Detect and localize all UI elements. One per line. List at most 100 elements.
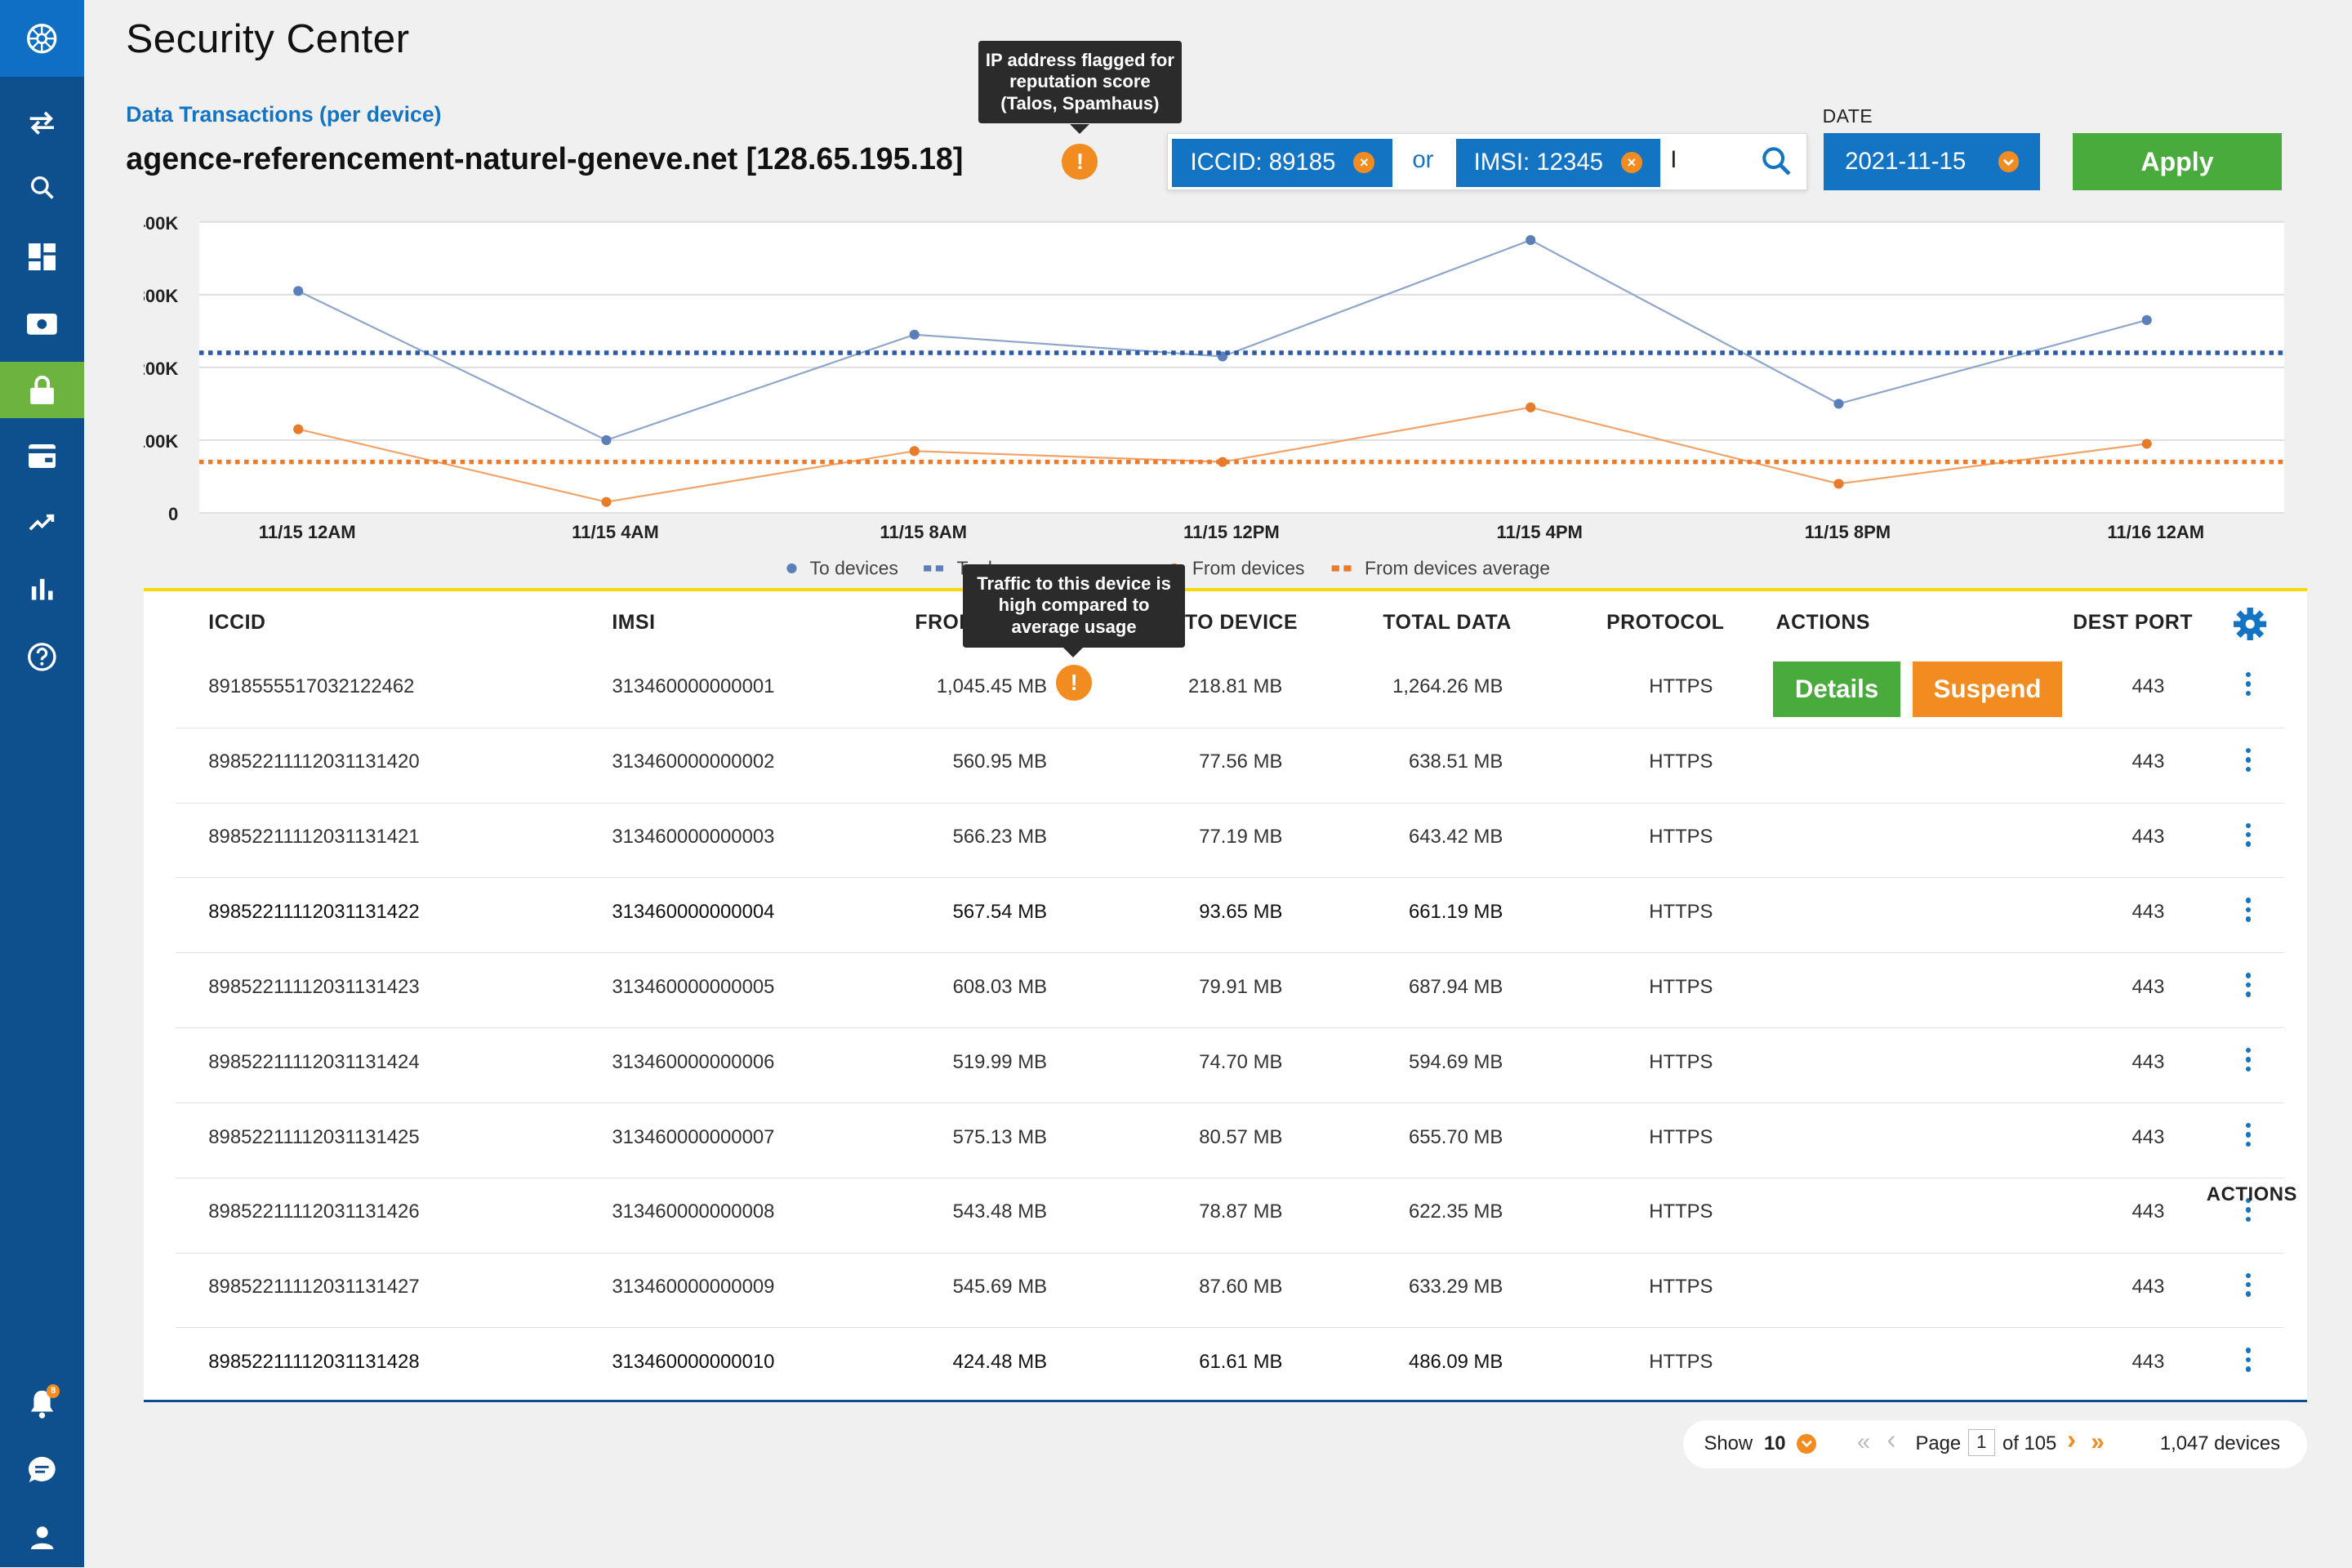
- cell-dest-port: 443: [2132, 901, 2165, 923]
- cell-dest-port: 443: [2132, 1125, 2165, 1148]
- col-to-device[interactable]: TO DEVICE: [1184, 612, 1298, 635]
- lock-icon[interactable]: [0, 361, 84, 419]
- cell-from-device: 543.48 MB: [952, 1200, 1047, 1223]
- dashboard-icon[interactable]: [0, 228, 84, 285]
- search-filter-box[interactable]: ICCID: 89185 × or IMSI: 12345 × I: [1166, 133, 1808, 191]
- cell-dest-port: 443: [2132, 675, 2165, 697]
- col-imsi[interactable]: IMSI: [612, 612, 656, 635]
- row-menu-icon[interactable]: [2245, 1272, 2252, 1297]
- traffic-chart: 400K 300K 200K 100K 0 11/15 12AM 11/15 4AM 11/1…: [144, 213, 2285, 578]
- close-icon[interactable]: ×: [1621, 152, 1642, 174]
- row-menu-icon[interactable]: [2245, 671, 2252, 697]
- bar-chart-icon[interactable]: [0, 561, 84, 618]
- page-of-label: of 105: [2002, 1432, 2057, 1455]
- help-icon[interactable]: [0, 629, 84, 686]
- user-icon[interactable]: [0, 1509, 84, 1566]
- row-menu-icon[interactable]: [2245, 747, 2252, 773]
- logo-icon[interactable]: [0, 0, 84, 77]
- col-protocol[interactable]: PROTOCOL: [1606, 612, 1725, 635]
- table-row[interactable]: 89852211112031131426 313460000000008 543.4…: [175, 1177, 2285, 1253]
- transfer-icon[interactable]: [0, 95, 84, 152]
- bell-icon[interactable]: 8: [0, 1375, 84, 1432]
- row-menu-icon[interactable]: [2245, 1348, 2252, 1372]
- first-page-icon[interactable]: «: [1856, 1428, 1871, 1455]
- cell-total-data: 622.35 MB: [1408, 1200, 1503, 1223]
- cell-iccid: 89852211112031131428: [208, 1351, 420, 1374]
- cell-to-device: 78.87 MB: [1199, 1200, 1283, 1223]
- table-row[interactable]: 89852211112031131423 313460000000005 608.0…: [175, 952, 2285, 1027]
- row-menu-icon[interactable]: [2245, 1122, 2252, 1147]
- next-page-icon[interactable]: ›: [2066, 1424, 2076, 1455]
- section-label: Data Transactions (per device): [126, 101, 442, 127]
- row-menu-icon[interactable]: [2245, 898, 2252, 922]
- apply-button[interactable]: Apply: [2073, 133, 2282, 191]
- table-row[interactable]: 89852211112031131427 313460000000009 545.6…: [175, 1252, 2285, 1328]
- search-icon[interactable]: [1762, 146, 1792, 183]
- cell-to-device: 87.60 MB: [1199, 1276, 1283, 1298]
- row-menu-icon[interactable]: [2245, 1048, 2252, 1072]
- y-tick-label: 100K: [144, 431, 178, 452]
- trend-icon[interactable]: [0, 493, 84, 550]
- page-input[interactable]: 1: [1967, 1429, 1995, 1457]
- cell-imsi: 313460000000008: [612, 1200, 775, 1223]
- legend-marker: [1343, 565, 1352, 572]
- suspend-button[interactable]: Suspend: [1912, 661, 2063, 717]
- table-row[interactable]: 8918555517032122462 313460000000001 1,045.…: [176, 653, 2284, 728]
- billing-icon[interactable]: [0, 427, 84, 484]
- page-size-select[interactable]: 10: [1763, 1432, 1786, 1455]
- table-row[interactable]: 89852211112031131425 313460000000007 575.1…: [175, 1102, 2285, 1178]
- col-dest-port[interactable]: DEST PORT: [2073, 612, 2194, 635]
- devices-table: ICCID IMSI FROM TO DEVICE TOTAL DATA PRO…: [144, 590, 2307, 1403]
- cell-dest-port: 443: [2132, 1276, 2165, 1298]
- col-total-data[interactable]: TOTAL DATA: [1383, 612, 1512, 635]
- x-tick-label: 11/15 12AM: [259, 522, 356, 542]
- cell-to-device: 93.65 MB: [1199, 901, 1283, 923]
- cell-imsi: 313460000000004: [612, 901, 775, 923]
- search-icon[interactable]: [0, 159, 84, 216]
- date-picker[interactable]: 2021-11-15: [1824, 133, 2040, 191]
- traffic-warning-icon[interactable]: !: [1056, 664, 1093, 701]
- close-icon[interactable]: ×: [1353, 152, 1375, 174]
- data-point: [1833, 399, 1844, 409]
- cell-protocol: HTTPS: [1649, 1351, 1713, 1374]
- table-row[interactable]: 89852211112031131420 313460000000002 560.9…: [175, 727, 2285, 803]
- chevron-down-icon: [1998, 151, 2020, 173]
- search-input[interactable]: I: [1670, 146, 1677, 174]
- row-menu-icon[interactable]: [2245, 973, 2252, 997]
- imsi-filter-chip[interactable]: IMSI: 12345 ×: [1455, 138, 1660, 187]
- cell-to-device: 77.56 MB: [1199, 751, 1283, 773]
- y-tick-label: 200K: [144, 359, 178, 379]
- date-label: DATE: [1822, 105, 1873, 127]
- legend-label: To devices: [810, 557, 898, 578]
- sim-card-icon[interactable]: [0, 296, 84, 353]
- prev-page-icon[interactable]: ‹: [1886, 1424, 1896, 1455]
- cell-total-data: 633.29 MB: [1408, 1276, 1503, 1298]
- cell-imsi: 313460000000001: [612, 675, 775, 697]
- col-iccid[interactable]: ICCID: [208, 612, 266, 635]
- cell-imsi: 313460000000002: [612, 751, 775, 773]
- gear-icon[interactable]: [2233, 607, 2267, 647]
- chevron-down-icon[interactable]: [1797, 1433, 1817, 1454]
- cell-imsi: 313460000000003: [612, 826, 775, 849]
- table-row[interactable]: 89852211112031131428 313460000000010 424.4…: [175, 1327, 2285, 1402]
- cell-imsi: 313460000000010: [612, 1351, 775, 1374]
- cell-dest-port: 443: [2132, 1050, 2165, 1073]
- details-button[interactable]: Details: [1772, 661, 1901, 717]
- row-menu-icon[interactable]: [2245, 822, 2252, 847]
- iccid-chip-label: ICCID: 89185: [1190, 149, 1336, 176]
- last-page-icon[interactable]: »: [2091, 1428, 2105, 1455]
- cell-iccid: 89852211112031131421: [208, 826, 420, 849]
- x-tick-label: 11/16 12AM: [2108, 522, 2205, 542]
- cell-dest-port: 443: [2132, 1351, 2165, 1374]
- y-tick-label: 400K: [144, 213, 178, 234]
- iccid-filter-chip[interactable]: ICCID: 89185 ×: [1172, 138, 1393, 187]
- table-row[interactable]: 89852211112031131421 313460000000003 566.2…: [175, 802, 2285, 878]
- chat-icon[interactable]: [0, 1441, 84, 1499]
- table-row[interactable]: 89852211112031131424 313460000000006 519.9…: [175, 1027, 2285, 1102]
- cell-total-data: 594.69 MB: [1408, 1050, 1503, 1073]
- table-row[interactable]: 89852211112031131422 313460000000004 567.5…: [175, 877, 2285, 952]
- cell-from-device: 424.48 MB: [952, 1351, 1047, 1374]
- ip-warning-icon[interactable]: !: [1062, 144, 1098, 180]
- row-menu-icon[interactable]: [2245, 1197, 2252, 1223]
- cell-from-device: 519.99 MB: [952, 1050, 1047, 1073]
